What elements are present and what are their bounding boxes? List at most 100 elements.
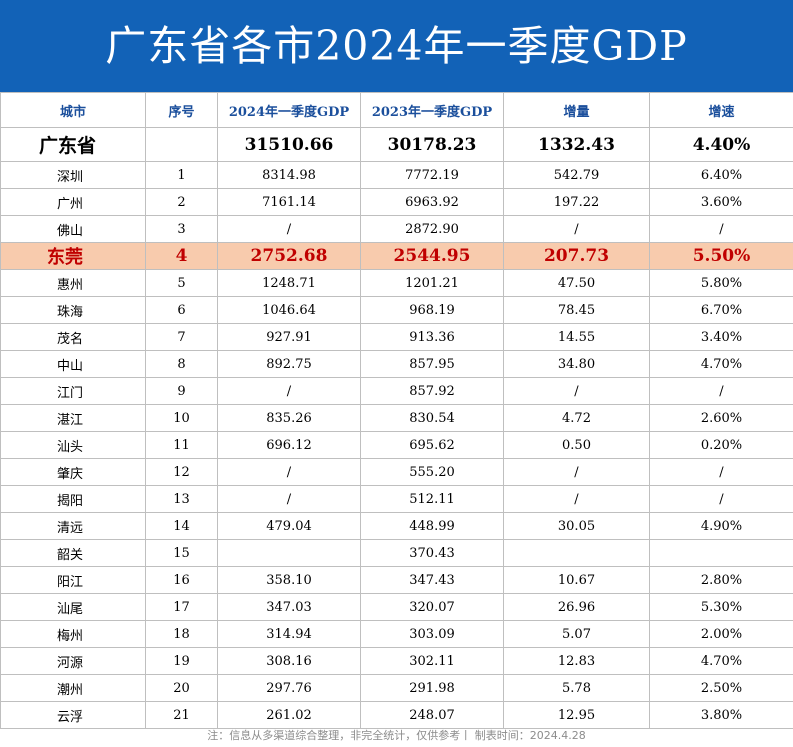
growth-cell: 3.40% [649, 323, 793, 351]
gdp-2023-cell: 7772.19 [360, 161, 504, 189]
rank-cell: 7 [145, 323, 218, 351]
city-cell: 肇庆 [0, 458, 146, 486]
increase-cell: 197.22 [503, 188, 650, 216]
increase-cell: / [503, 458, 650, 486]
gdp-2023-cell: 448.99 [360, 512, 504, 540]
total-increase: 1332.43 [503, 127, 650, 162]
increase-cell: 10.67 [503, 566, 650, 594]
city-cell: 梅州 [0, 620, 146, 648]
increase-cell: 47.50 [503, 269, 650, 297]
increase-cell: 4.72 [503, 404, 650, 432]
gdp-2023-cell: 857.92 [360, 377, 504, 405]
gdp-2024-cell: 2752.68 [217, 242, 361, 270]
gdp-2023-cell: 6963.92 [360, 188, 504, 216]
table-row: 韶关 15 370.43 [0, 539, 793, 567]
increase-cell: / [503, 377, 650, 405]
gdp-2023-cell: 1201.21 [360, 269, 504, 297]
increase-cell: 0.50 [503, 431, 650, 459]
gdp-2024-cell: 8314.98 [217, 161, 361, 189]
growth-cell: 6.40% [649, 161, 793, 189]
increase-cell: / [503, 485, 650, 513]
gdp-2023-cell: 2872.90 [360, 215, 504, 243]
table-row: 珠海 6 1046.64 968.19 78.45 6.70% [0, 296, 793, 324]
gdp-2024-cell: 1046.64 [217, 296, 361, 324]
increase-cell: 14.55 [503, 323, 650, 351]
increase-cell [503, 539, 650, 567]
header-city: 城市 [0, 92, 146, 128]
rank-cell: 4 [145, 242, 218, 270]
table-header-row: 城市 序号 2024年一季度GDP 2023年一季度GDP 增量 增速 [0, 92, 793, 128]
footnote: 注：信息从多渠道综合整理，非完全统计，仅供参考丨 制表时间：2024.4.28 [207, 729, 586, 742]
growth-cell: 6.70% [649, 296, 793, 324]
gdp-2023-cell: 302.11 [360, 647, 504, 675]
rank-cell: 13 [145, 485, 218, 513]
total-gdp-2024: 31510.66 [217, 127, 361, 162]
gdp-table: 城市 序号 2024年一季度GDP 2023年一季度GDP 增量 增速 广东省 … [0, 92, 793, 729]
city-cell: 广州 [0, 188, 146, 216]
gdp-2023-cell: 555.20 [360, 458, 504, 486]
increase-cell: 5.07 [503, 620, 650, 648]
growth-cell: 4.70% [649, 350, 793, 378]
total-gdp-2023: 30178.23 [360, 127, 504, 162]
table-row: 深圳 1 8314.98 7772.19 542.79 6.40% [0, 161, 793, 189]
rank-cell: 21 [145, 701, 218, 729]
gdp-2024-cell: 1248.71 [217, 269, 361, 297]
gdp-2024-cell: 835.26 [217, 404, 361, 432]
city-cell: 河源 [0, 647, 146, 675]
gdp-2023-cell: 695.62 [360, 431, 504, 459]
growth-cell: 2.60% [649, 404, 793, 432]
header-growth: 增速 [649, 92, 793, 128]
growth-cell: 2.80% [649, 566, 793, 594]
growth-cell: 5.50% [649, 242, 793, 270]
increase-cell: 34.80 [503, 350, 650, 378]
total-rank [145, 127, 218, 162]
increase-cell: 30.05 [503, 512, 650, 540]
table-row: 揭阳 13/512.11// [0, 485, 793, 513]
city-cell: 江门 [0, 377, 146, 405]
rank-cell: 9 [145, 377, 218, 405]
growth-cell: 3.60% [649, 188, 793, 216]
gdp-2024-cell [217, 539, 361, 567]
growth-cell: 4.70% [649, 647, 793, 675]
city-cell: 阳江 [0, 566, 146, 594]
growth-cell: / [649, 377, 793, 405]
city-cell: 云浮 [0, 701, 146, 729]
rank-cell: 19 [145, 647, 218, 675]
increase-cell: 12.83 [503, 647, 650, 675]
gdp-2023-cell: 830.54 [360, 404, 504, 432]
table-row: 湛江 10 835.26 830.54 4.72 2.60% [0, 404, 793, 432]
table-row: 江门 9/857.92// [0, 377, 793, 405]
rank-cell: 20 [145, 674, 218, 702]
increase-cell: / [503, 215, 650, 243]
gdp-2024-cell: 358.10 [217, 566, 361, 594]
table-row: 惠州 5 1248.71 1201.21 47.50 5.80% [0, 269, 793, 297]
gdp-2023-cell: 303.09 [360, 620, 504, 648]
growth-cell: 3.80% [649, 701, 793, 729]
gdp-2023-cell: 968.19 [360, 296, 504, 324]
city-cell: 清远 [0, 512, 146, 540]
growth-cell: / [649, 215, 793, 243]
gdp-2023-cell: 512.11 [360, 485, 504, 513]
city-cell: 韶关 [0, 539, 146, 567]
header-rank: 序号 [145, 92, 218, 128]
increase-cell: 207.73 [503, 242, 650, 270]
city-cell: 佛山 [0, 215, 146, 243]
total-row: 广东省 31510.66 30178.23 1332.43 4.40% [0, 127, 793, 162]
table-row: 广州 2 7161.14 6963.92 197.22 3.60% [0, 188, 793, 216]
table-row: 清远 14 479.04 448.99 30.05 4.90% [0, 512, 793, 540]
increase-cell: 542.79 [503, 161, 650, 189]
growth-cell: 2.00% [649, 620, 793, 648]
gdp-2024-cell: 892.75 [217, 350, 361, 378]
growth-cell: 0.20% [649, 431, 793, 459]
gdp-2024-cell: 696.12 [217, 431, 361, 459]
gdp-2024-cell: / [217, 377, 361, 405]
city-cell: 珠海 [0, 296, 146, 324]
growth-cell: 5.30% [649, 593, 793, 621]
gdp-2023-cell: 857.95 [360, 350, 504, 378]
rank-cell: 5 [145, 269, 218, 297]
rank-cell: 12 [145, 458, 218, 486]
gdp-2023-cell: 347.43 [360, 566, 504, 594]
gdp-2023-cell: 913.36 [360, 323, 504, 351]
gdp-2023-cell: 2544.95 [360, 242, 504, 270]
city-cell: 汕头 [0, 431, 146, 459]
